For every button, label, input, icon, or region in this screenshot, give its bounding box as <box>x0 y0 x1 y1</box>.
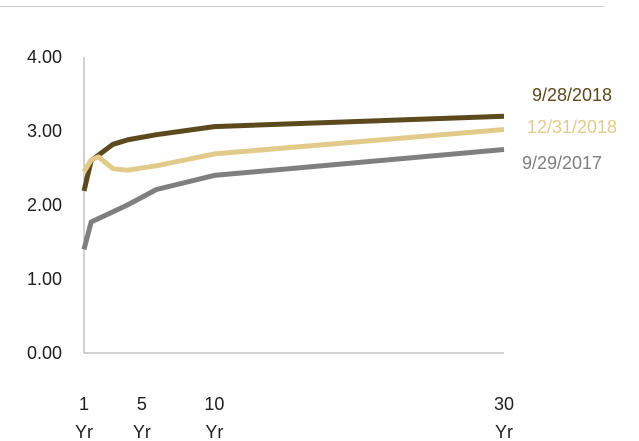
x-tick-label-3: 30 <box>494 394 514 414</box>
y-tick-label-0: 4.00 <box>27 47 62 67</box>
y-tick-label-4: 0.00 <box>27 343 62 363</box>
series-line-1 <box>81 127 505 174</box>
x-tick-unit-2: Yr <box>205 422 223 441</box>
x-tick-unit-0: Yr <box>75 422 93 441</box>
axes <box>83 57 504 354</box>
series-labels: 9/28/2018 12/31/2018 9/29/2017 <box>522 85 617 173</box>
series-line-2 <box>81 147 505 251</box>
y-axis-ticks: 4.00 3.00 2.00 1.00 0.00 <box>27 47 62 363</box>
y-tick-label-1: 3.00 <box>27 121 62 141</box>
y-tick-label-3: 1.00 <box>27 269 62 289</box>
series-label-1: 12/31/2018 <box>527 117 617 137</box>
x-axis-ticks: 1 Yr 5 Yr 10 Yr 30 Yr <box>75 394 514 441</box>
series-lines <box>81 113 505 251</box>
x-tick-unit-1: Yr <box>133 422 151 441</box>
y-tick-label-2: 2.00 <box>27 195 62 215</box>
series-label-0: 9/28/2018 <box>532 85 612 105</box>
x-tick-label-2: 10 <box>204 394 224 414</box>
x-tick-unit-3: Yr <box>495 422 513 441</box>
x-tick-label-1: 5 <box>137 394 147 414</box>
series-label-2: 9/29/2017 <box>522 153 602 173</box>
x-tick-label-0: 1 <box>79 394 89 414</box>
